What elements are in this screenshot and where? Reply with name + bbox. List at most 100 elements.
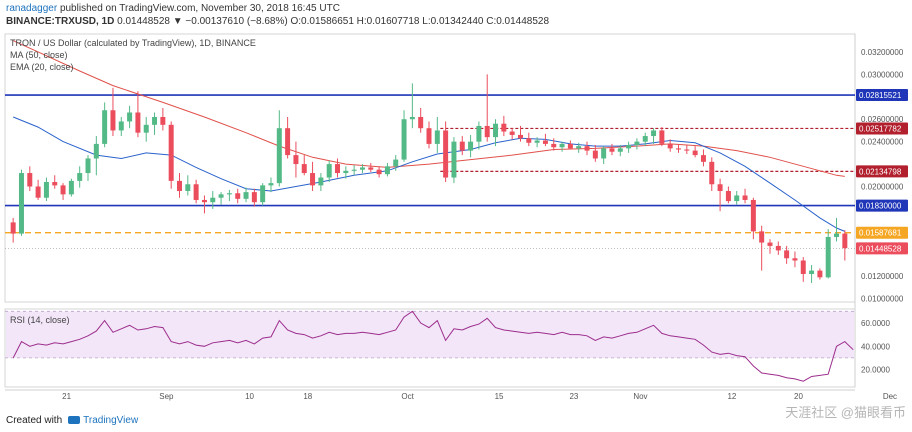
price-tick-label: 0.03000000 [861,70,904,79]
candle-body [60,185,66,195]
symbol-label: BINANCE:TRXUSD, 1D [6,16,115,27]
candle-body [750,199,756,232]
symbol-quote: BINANCE:TRXUSD, 1D 0.01448528 ▼ −0.00137… [6,16,549,27]
price-label-text: 0.02134798 [859,167,902,176]
candle-body [601,148,607,159]
candle-body [85,158,91,174]
candle-body [725,190,731,202]
candle-body [77,173,83,181]
footer: Created with TradingView [6,415,138,426]
time-tick-label: 20 [794,392,803,401]
time-tick-label: Dec [883,392,897,401]
main-pane [4,33,856,303]
candle-body [118,121,124,131]
rsi-tick-label: 40.0000 [861,342,890,351]
candle-body [193,184,199,200]
candle-body [68,180,74,195]
candle-body [343,170,349,174]
candle-body [359,167,365,170]
tradingview-brand[interactable]: TradingView [83,415,139,426]
candle-body [509,131,515,135]
candle-body [825,236,831,278]
candle-body [676,148,681,150]
price-tick-label: 0.02400000 [861,138,904,147]
candle-body [434,130,440,144]
candle-body [285,128,291,156]
candle-body [18,173,24,234]
candle-body [609,148,615,152]
candle-body [634,141,640,146]
price-tick-label: 0.01200000 [861,272,904,281]
candle-body [493,123,499,138]
candle-body [226,193,232,195]
candle-body [734,195,740,202]
published-text: published on TradingView.com, November 3… [59,3,340,14]
candle-body [584,146,590,151]
candle-body [160,116,166,125]
time-tick-label: Oct [401,392,414,401]
candle-body [659,130,665,144]
time-tick-label: 10 [245,392,254,401]
candle-body [617,148,623,152]
time-tick-label: 21 [62,392,71,401]
candle-body [276,128,282,184]
candle-body [168,124,174,181]
price-label-tag [856,242,908,255]
candle-body [692,150,698,156]
price-label-tag [856,199,908,212]
candle-body [626,145,632,149]
candle-body [642,136,648,142]
candle-body [700,155,706,162]
candle-body [268,183,274,186]
candle-body [201,199,207,203]
candle-body [592,150,598,159]
price-label-text: 0.02517782 [859,124,902,133]
publish-info: ranadagger published on TradingView.com,… [6,3,340,14]
candle-body [551,143,557,148]
rsi-tick-label: 60.0000 [861,319,890,328]
candle-body [667,143,673,149]
candle-body [559,143,565,148]
candle-body [102,110,108,144]
candle-body [717,184,723,191]
ma50-legend[interactable]: MA (50, close) [10,50,68,60]
candle-body [418,116,424,129]
candle-body [43,182,49,198]
candle-body [52,182,58,186]
time-tick-label: Nov [633,392,647,401]
candle-body [235,193,241,199]
candle-body [143,124,149,133]
candle-body [576,146,582,149]
candle-body [177,180,182,191]
time-tick-label: 23 [569,392,578,401]
price-tick-label: 0.03200000 [861,48,904,57]
candle-body [260,185,266,203]
rsi-band [6,311,854,358]
candle-body [767,242,773,246]
candle-body [800,260,806,274]
price-label-text: 0.01587681 [859,229,902,238]
price-label-text: 0.01448528 [859,244,902,253]
candle-body [784,250,790,259]
ma50-line [12,40,845,177]
quote-values: 0.01448528 ▼ −0.00137610 (−8.68%) O:0.01… [117,16,550,27]
tradingview-logo-icon [68,416,81,425]
candle-body [651,130,657,137]
candle-body [218,194,224,198]
candle-body [759,231,765,243]
candle-body [409,116,415,120]
candle-body [393,159,399,167]
candle-body [10,222,16,234]
candle-body [376,169,382,175]
candle-body [310,173,316,186]
candle-body [567,143,573,149]
rsi-legend[interactable]: RSI (14, close) [10,315,70,325]
author-link[interactable]: ranadagger [6,3,58,14]
candle-body [293,155,299,165]
ema20-legend[interactable]: EMA (20, close) [10,62,74,72]
candle-body [318,177,324,186]
price-tick-label: 0.02600000 [861,115,904,124]
main-chart-title: TRON / US Dollar (calculated by TradingV… [10,38,256,48]
candle-body [684,149,690,151]
time-tick-label: 18 [303,392,312,401]
